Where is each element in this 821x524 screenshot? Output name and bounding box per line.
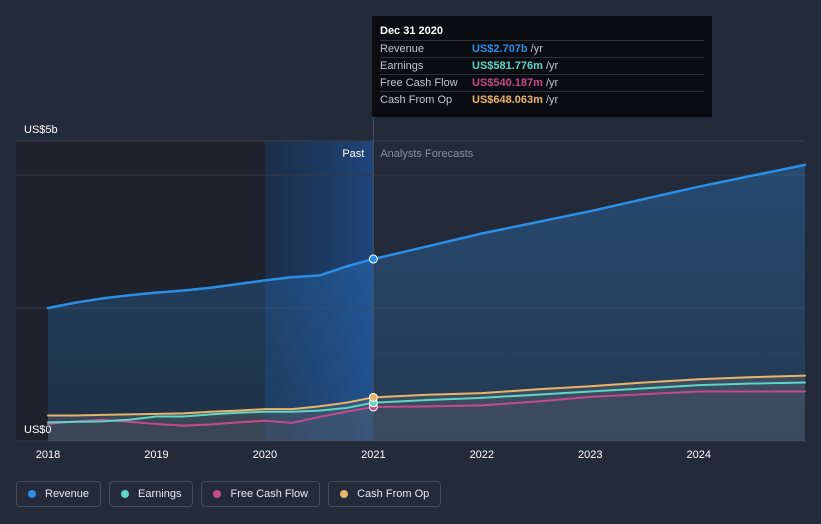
y-axis-top-label: US$5b — [24, 124, 58, 136]
tooltip-row-earnings: Earnings US$581.776m /yr — [380, 57, 704, 74]
highlight-point-cash-from-op — [368, 392, 378, 402]
tooltip-value: US$540.187m — [472, 77, 543, 89]
legend-item-free-cash-flow[interactable]: Free Cash Flow — [201, 481, 321, 507]
tooltip-row-cash-from-op: Cash From Op US$648.063m /yr — [380, 91, 704, 108]
legend-label: Cash From Op — [357, 488, 430, 500]
series-line-cash-from-op — [47, 374, 806, 417]
tooltip-unit: /yr — [530, 43, 543, 55]
tooltip-date: Dec 31 2020 — [380, 25, 443, 37]
x-tick-label: 2018 — [36, 449, 60, 461]
data-tooltip: Dec 31 2020 Revenue US$2.707b /yr Earnin… — [372, 16, 712, 117]
series-line-revenue — [46, 163, 807, 310]
tooltip-row-free-cash-flow: Free Cash Flow US$540.187m /yr — [380, 74, 704, 91]
chart-legend: Revenue Earnings Free Cash Flow Cash Fro… — [16, 481, 442, 507]
series-line-free-cash-flow — [47, 390, 806, 427]
highlight-point-revenue — [368, 254, 378, 264]
legend-label: Earnings — [138, 488, 182, 500]
tooltip-value: US$648.063m — [472, 94, 543, 106]
legend-dot-icon — [340, 490, 349, 498]
x-tick-label: 2020 — [253, 449, 277, 461]
tooltip-label: Cash From Op — [380, 94, 453, 106]
y-axis-bottom-label: US$0 — [24, 424, 52, 436]
legend-item-cash-from-op[interactable]: Cash From Op — [328, 481, 442, 507]
legend-dot-icon — [213, 490, 222, 498]
past-label: Past — [342, 148, 364, 160]
tooltip-value: US$581.776m — [472, 60, 543, 72]
legend-item-revenue[interactable]: Revenue — [16, 481, 102, 507]
forecast-label: Analysts Forecasts — [380, 148, 473, 160]
tooltip-label: Revenue — [380, 43, 425, 55]
legend-dot-icon — [121, 490, 130, 498]
x-tick-label: 2019 — [144, 449, 168, 461]
x-tick-label: 2022 — [470, 449, 494, 461]
tooltip-unit: /yr — [545, 60, 559, 72]
tooltip-label: Free Cash Flow — [380, 77, 458, 89]
legend-dot-icon — [28, 490, 36, 498]
tooltip-label: Earnings — [380, 60, 424, 72]
x-tick-label: 2021 — [361, 449, 385, 461]
revenue-area — [48, 164, 805, 441]
x-tick-label: 2023 — [578, 449, 602, 461]
lower-series-area — [48, 375, 805, 441]
tooltip-value: US$2.707b — [472, 43, 528, 55]
x-tick-label: 2024 — [686, 449, 710, 461]
tooltip-row-revenue: Revenue US$2.707b /yr — [380, 40, 704, 57]
legend-item-earnings[interactable]: Earnings — [109, 481, 194, 507]
tooltip-unit: /yr — [545, 77, 559, 89]
series-line-earnings — [47, 381, 806, 424]
legend-label: Free Cash Flow — [230, 488, 309, 500]
legend-label: Revenue — [45, 488, 90, 500]
tooltip-unit: /yr — [545, 94, 559, 106]
